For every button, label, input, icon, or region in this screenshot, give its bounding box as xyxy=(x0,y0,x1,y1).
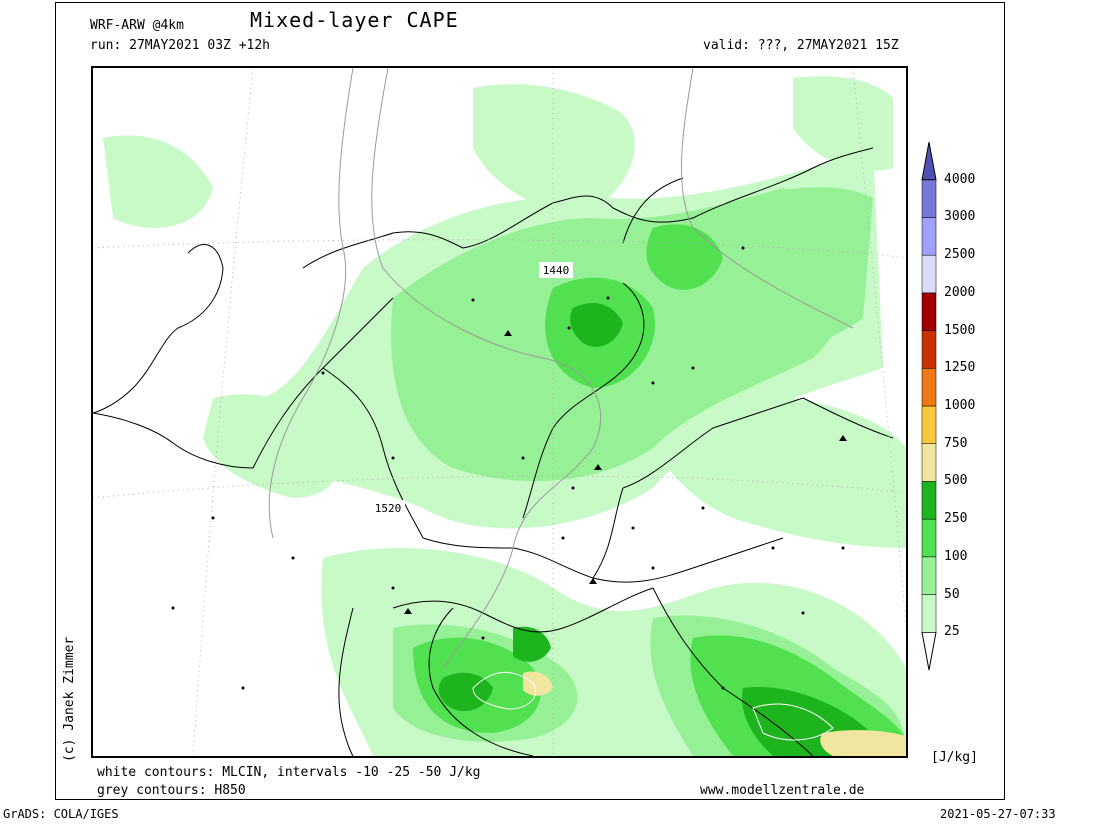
footer-mlcin: white contours: MLCIN, intervals -10 -25… xyxy=(97,765,481,780)
chart-title: Mixed-layer CAPE xyxy=(250,8,459,32)
colorbar-swatch xyxy=(921,594,937,633)
contour-label-1520: 1520 xyxy=(375,502,402,515)
valid-label: valid: ???, 27MAY2021 15Z xyxy=(703,38,899,53)
colorbar-level-label: 1250 xyxy=(944,360,976,376)
colorbar-level-label: 500 xyxy=(944,473,968,489)
footer-h850: grey contours: H850 xyxy=(97,783,246,798)
colorbar-swatch xyxy=(921,556,937,595)
figure-frame xyxy=(55,2,1005,800)
timestamp: 2021-05-27-07:33 xyxy=(940,807,1056,821)
city-markers xyxy=(171,246,847,690)
colorbar-swatch xyxy=(921,179,937,218)
colorbar-max-triangle xyxy=(921,141,937,181)
site-link: www.modellzentrale.de xyxy=(700,783,865,798)
colorbar-svg xyxy=(921,141,937,671)
credit-label: (c) Janek Zimmer xyxy=(62,636,77,762)
contour-label-box xyxy=(371,500,405,516)
colorbar-level-label: 2000 xyxy=(944,284,976,300)
cape-map: 1440 1520 xyxy=(91,66,908,758)
colorbar-swatch xyxy=(921,292,937,331)
colorbar-level-label: 250 xyxy=(944,511,968,527)
contour-label-box xyxy=(539,262,573,278)
colorbar-level-label: 50 xyxy=(944,586,960,602)
graticule xyxy=(93,68,906,756)
colorbar-swatch xyxy=(921,443,937,482)
mlcin-contours xyxy=(472,671,834,741)
colorbar-swatch xyxy=(921,481,937,520)
unit-label: [J/kg] xyxy=(931,750,978,765)
colorbar-swatch xyxy=(921,518,937,558)
model-label: WRF-ARW @4km xyxy=(90,18,184,33)
colorbar-swatch xyxy=(921,254,937,294)
colorbar-swatch xyxy=(921,405,937,444)
colorbar-level-label: 2500 xyxy=(944,247,976,263)
colorbar xyxy=(920,141,1000,682)
colorbar-level-label: 750 xyxy=(944,435,968,451)
colorbar-level-label: 3000 xyxy=(944,209,976,225)
run-label: run: 27MAY2021 03Z +12h xyxy=(90,38,271,53)
grads-credit: GrADS: COLA/IGES xyxy=(3,807,119,821)
colorbar-swatch xyxy=(921,368,937,407)
colorbar-level-label: 1500 xyxy=(944,322,976,338)
colorbar-swatch xyxy=(921,330,937,369)
h850-contours xyxy=(268,68,854,669)
colorbar-min-triangle xyxy=(921,631,937,671)
colorbar-level-label: 25 xyxy=(944,624,960,640)
colorbar-swatch xyxy=(921,217,937,256)
map-canvas: 1440 1520 xyxy=(93,68,906,756)
colorbar-level-label: 4000 xyxy=(944,171,976,187)
cape-500-field xyxy=(523,671,906,756)
colorbar-level-label: 100 xyxy=(944,548,968,564)
colorbar-level-label: 1000 xyxy=(944,398,976,413)
contour-label-1440: 1440 xyxy=(543,264,570,277)
